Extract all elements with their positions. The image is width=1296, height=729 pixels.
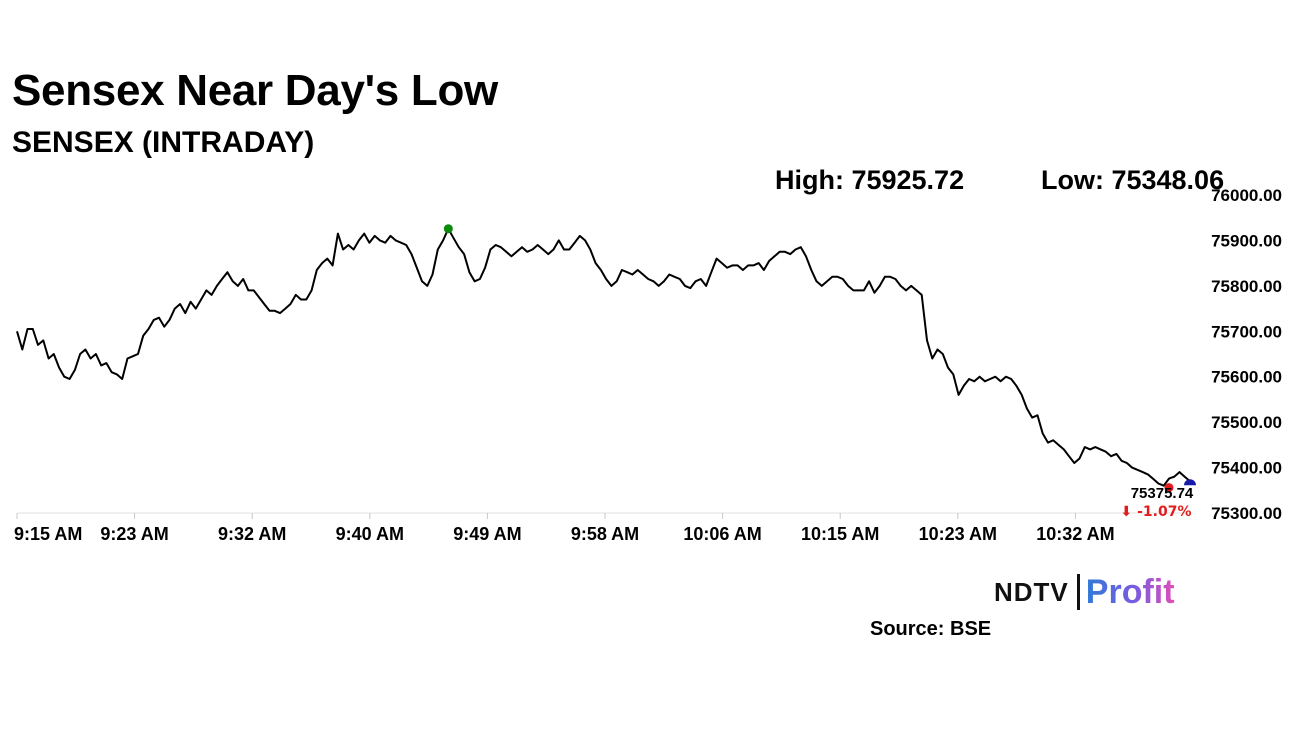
last-price-label: 75375.74: [1131, 485, 1194, 502]
chart-markers: 75375.74 ⬇ -1.07%: [443, 224, 1196, 520]
y-tick-label: 75900.00: [1211, 231, 1282, 250]
chart-headline: Sensex Near Day's Low: [12, 66, 498, 115]
y-tick-label: 75500.00: [1211, 413, 1282, 432]
x-tick-label: 9:40 AM: [336, 524, 404, 544]
last-price-marker: [1164, 483, 1174, 493]
logo-divider: [1076, 574, 1080, 610]
x-tick-label: 10:15 AM: [801, 524, 879, 544]
x-tick-label: 10:06 AM: [683, 524, 761, 544]
series-line: [16, 227, 1191, 487]
day-high-label: High: 75925.72: [775, 165, 965, 195]
series-end-marker: [1184, 479, 1196, 486]
day-high-marker: [443, 224, 453, 234]
profit-logo-text: Profit: [1085, 572, 1175, 611]
y-tick-label: 76000.00: [1211, 186, 1282, 205]
y-tick-label: 75700.00: [1211, 322, 1282, 341]
x-axis: 9:15 AM 9:23 AM 9:32 AM 9:40 AM 9:49 AM 9:58 …: [14, 512, 1190, 544]
x-tick-label: 9:15 AM: [14, 524, 82, 544]
x-tick-label: 10:23 AM: [919, 524, 997, 544]
x-tick-label: 10:32 AM: [1036, 524, 1114, 544]
ndtv-profit-logo: NDTV Profit: [994, 572, 1175, 612]
y-axis: 75300.00 75400.00 75500.00 75600.00 75700.00…: [1211, 186, 1282, 523]
ndtv-logo-text: NDTV: [994, 576, 1069, 607]
x-tick-label: 9:23 AM: [100, 524, 168, 544]
y-tick-label: 75400.00: [1211, 459, 1282, 478]
price-change-label: ⬇ -1.07%: [1121, 504, 1192, 520]
chart-subtitle: SENSEX (INTRADAY): [12, 126, 315, 159]
source-note: Source: BSE: [870, 618, 992, 640]
x-tick-label: 9:58 AM: [571, 524, 639, 544]
x-tick-label: 9:32 AM: [218, 524, 286, 544]
x-tick-label: 9:49 AM: [453, 524, 521, 544]
y-tick-label: 75300.00: [1211, 504, 1282, 523]
y-tick-label: 75600.00: [1211, 368, 1282, 387]
y-tick-label: 75800.00: [1211, 277, 1282, 296]
day-low-label: Low: 75348.06: [1041, 165, 1225, 195]
